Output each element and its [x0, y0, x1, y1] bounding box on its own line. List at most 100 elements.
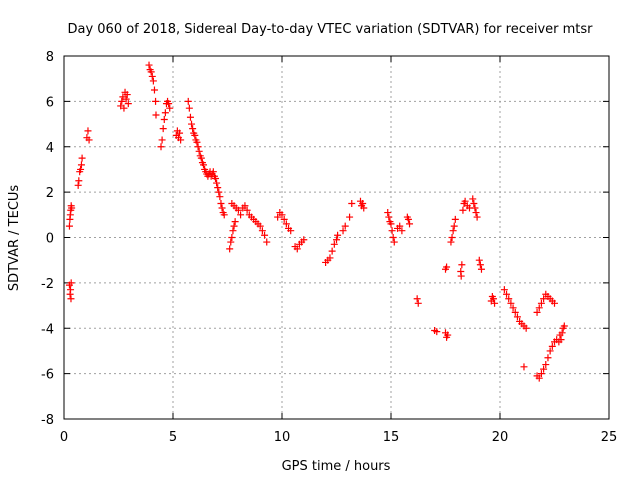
chart-title: Day 060 of 2018, Sidereal Day-to-day VTE…: [67, 22, 593, 37]
data-point: [546, 347, 554, 355]
data-point: [414, 299, 422, 307]
data-point: [334, 231, 342, 239]
data-point: [333, 236, 340, 244]
data-point: [500, 286, 508, 294]
data-point: [451, 215, 459, 223]
data-point: [444, 331, 452, 339]
data-point: [124, 100, 132, 108]
data-point: [274, 213, 282, 221]
data-point: [341, 222, 349, 230]
data-point: [231, 218, 239, 226]
data-point: [65, 222, 73, 230]
data-point: [346, 213, 354, 221]
data-point: [209, 168, 217, 176]
data-point: [177, 136, 185, 144]
y-tick-label: -2: [41, 277, 54, 292]
y-tick-label: 0: [46, 232, 54, 247]
data-point: [123, 91, 131, 99]
data-point: [287, 227, 295, 235]
data-point: [188, 120, 196, 128]
data-point: [263, 238, 271, 246]
data-point: [537, 299, 545, 307]
data-point: [448, 234, 456, 241]
data-point: [152, 97, 160, 105]
data-point: [542, 361, 550, 369]
data-point: [189, 125, 197, 133]
y-tick-label: -8: [41, 413, 54, 428]
data-point: [74, 181, 82, 189]
data-point: [388, 227, 396, 235]
data-point: [261, 231, 269, 239]
data-point: [293, 245, 301, 253]
axis-ticks: 0 5 10 15 20 25 -8 -6 -4 -2 0 2 4 6 8: [41, 50, 617, 445]
data-point: [477, 265, 485, 273]
data-point: [185, 104, 193, 112]
data-point: [540, 295, 548, 303]
data-point: [256, 222, 264, 230]
data-point: [520, 363, 528, 371]
data-point: [413, 295, 421, 303]
data-point: [330, 240, 338, 248]
data-point: [149, 77, 157, 85]
data-point: [470, 199, 478, 207]
x-tick-label: 15: [383, 430, 400, 445]
data-point: [77, 161, 85, 169]
data-point: [243, 206, 251, 214]
data-point: [509, 304, 517, 312]
data-point: [197, 154, 205, 162]
data-point: [237, 211, 245, 219]
data-point: [193, 138, 201, 146]
data-point: [457, 272, 465, 280]
data-point: [491, 299, 499, 307]
data-point: [406, 220, 414, 228]
data-point: [505, 295, 513, 303]
data-point: [503, 290, 511, 298]
data-point: [433, 328, 441, 336]
data-point: [544, 354, 552, 362]
data-point: [148, 72, 156, 80]
data-point: [122, 95, 130, 103]
data-point: [216, 193, 224, 201]
data-point: [558, 329, 566, 337]
data-point: [535, 374, 543, 382]
data-point: [449, 227, 457, 235]
data-point: [258, 227, 266, 235]
data-point: [489, 295, 497, 303]
data-point: [458, 261, 466, 269]
data-point: [475, 256, 483, 264]
data-point: [230, 222, 238, 230]
data-point: [384, 209, 392, 217]
data-points: [65, 61, 568, 382]
data-point: [328, 247, 336, 255]
data-point: [150, 86, 158, 94]
data-point: [540, 365, 548, 373]
data-point: [522, 324, 530, 332]
data-point: [396, 222, 404, 230]
data-point: [326, 254, 334, 262]
data-point: [537, 370, 545, 378]
data-point: [220, 211, 228, 219]
data-point: [443, 263, 451, 271]
data-point: [157, 143, 165, 151]
data-point: [214, 184, 222, 192]
data-point: [535, 304, 543, 312]
x-tick-label: 5: [169, 430, 177, 445]
data-point: [159, 125, 167, 133]
data-point: [348, 199, 356, 207]
data-point: [166, 104, 174, 112]
data-point: [398, 227, 406, 235]
data-point: [461, 197, 469, 205]
y-tick-label: -4: [41, 322, 54, 337]
y-axis-label: SDTVAR / TECUs: [7, 185, 22, 292]
data-point: [200, 161, 208, 169]
data-point: [84, 127, 92, 135]
data-point: [241, 202, 249, 210]
data-point: [227, 238, 235, 246]
data-point: [212, 175, 220, 183]
data-point: [67, 279, 75, 287]
data-point: [476, 261, 484, 269]
data-point: [472, 209, 480, 217]
data-point: [85, 136, 93, 144]
data-point: [176, 129, 184, 137]
data-point: [280, 215, 288, 223]
